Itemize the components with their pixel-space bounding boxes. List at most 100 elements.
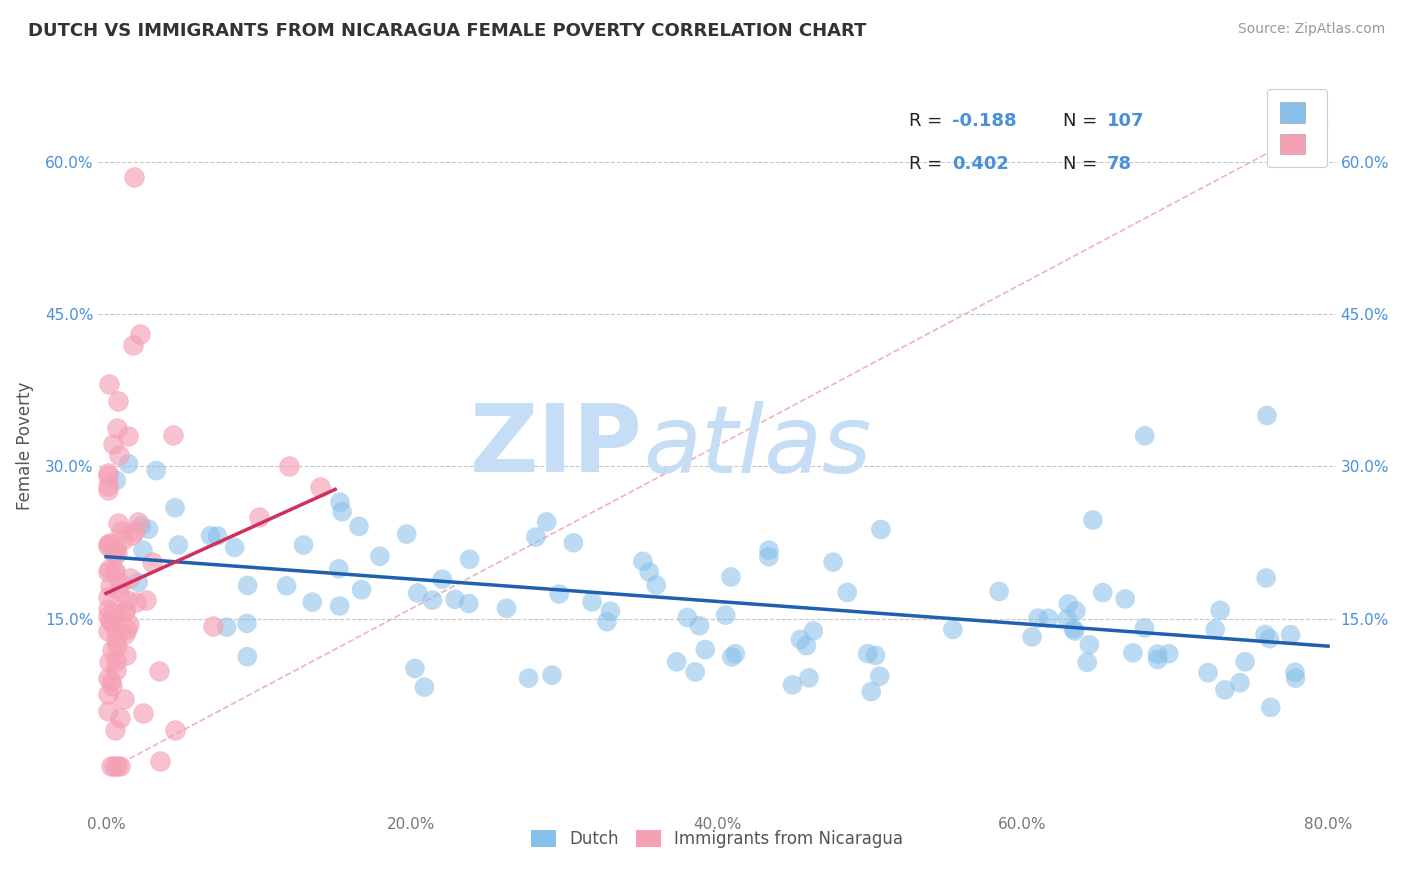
Point (103, 545, 125, 559)
Point (104, 633, 127, 648)
Point (596, 615, 619, 629)
Point (1157, 647, 1180, 661)
Point (856, 647, 879, 661)
Point (112, 691, 135, 706)
Point (1081, 513, 1104, 527)
Point (135, 592, 157, 607)
Point (236, 649, 259, 664)
Point (1209, 603, 1232, 617)
Point (404, 661, 426, 675)
Point (860, 684, 883, 698)
Point (97, 467, 120, 481)
Point (758, 549, 780, 564)
Point (1229, 675, 1251, 690)
Point (100, 759, 122, 773)
Point (495, 601, 517, 615)
Point (1038, 611, 1060, 625)
Point (406, 586, 429, 600)
Point (115, 622, 138, 636)
Point (247, 510, 270, 524)
Point (100, 673, 122, 688)
Point (114, 604, 136, 618)
Point (536, 515, 558, 529)
Point (163, 500, 186, 515)
Point (97, 655, 120, 669)
Point (103, 564, 125, 578)
Point (103, 622, 125, 636)
Point (301, 595, 323, 609)
Point (110, 711, 132, 725)
Point (103, 607, 125, 621)
Point (122, 338, 145, 352)
Point (444, 592, 467, 607)
Text: 107: 107 (1107, 112, 1144, 129)
Point (1146, 647, 1168, 661)
Y-axis label: Female Poverty: Female Poverty (15, 382, 34, 510)
Point (111, 533, 134, 548)
Point (1133, 621, 1156, 635)
Point (413, 680, 436, 694)
Point (129, 519, 152, 533)
Point (97, 601, 120, 615)
Point (107, 448, 129, 462)
Point (121, 527, 143, 541)
Point (1114, 591, 1136, 606)
Point (200, 529, 222, 543)
Point (1284, 665, 1306, 680)
Point (1204, 623, 1226, 637)
Point (720, 649, 742, 664)
Point (638, 565, 661, 579)
Point (1146, 652, 1168, 666)
Point (107, 516, 129, 530)
Point (347, 519, 370, 533)
Point (97, 609, 120, 624)
Point (1197, 665, 1219, 680)
Point (105, 759, 128, 773)
Point (837, 585, 859, 599)
Point (1260, 700, 1282, 714)
Point (104, 564, 127, 578)
Point (124, 524, 146, 538)
Point (870, 523, 893, 537)
Point (328, 562, 350, 576)
Text: 0.402: 0.402 (952, 155, 1010, 173)
Point (103, 759, 125, 773)
Point (125, 594, 148, 608)
Point (97, 539, 120, 553)
Point (97, 704, 120, 718)
Point (97, 590, 120, 604)
Point (1091, 585, 1114, 599)
Point (108, 575, 131, 590)
Point (114, 603, 136, 617)
Point (796, 639, 818, 653)
Point (105, 546, 128, 560)
Point (1026, 611, 1049, 625)
Point (148, 664, 170, 678)
Point (97, 479, 120, 493)
Point (329, 495, 352, 509)
Point (215, 620, 238, 634)
Point (104, 549, 127, 563)
Point (98, 615, 121, 629)
Point (695, 642, 717, 657)
Point (329, 599, 352, 613)
Point (100, 535, 122, 549)
Point (350, 582, 373, 597)
Point (236, 616, 259, 631)
Point (278, 459, 301, 474)
Point (1056, 612, 1078, 626)
Text: N =: N = (1063, 155, 1104, 173)
Point (167, 538, 190, 552)
Point (517, 671, 540, 685)
Point (942, 623, 965, 637)
Point (110, 524, 132, 538)
Point (368, 549, 391, 564)
Point (1133, 429, 1156, 443)
Point (104, 654, 127, 668)
Point (758, 543, 780, 558)
Point (276, 579, 298, 593)
Point (395, 527, 418, 541)
Point (631, 554, 654, 568)
Point (132, 706, 155, 721)
Point (1057, 597, 1080, 611)
